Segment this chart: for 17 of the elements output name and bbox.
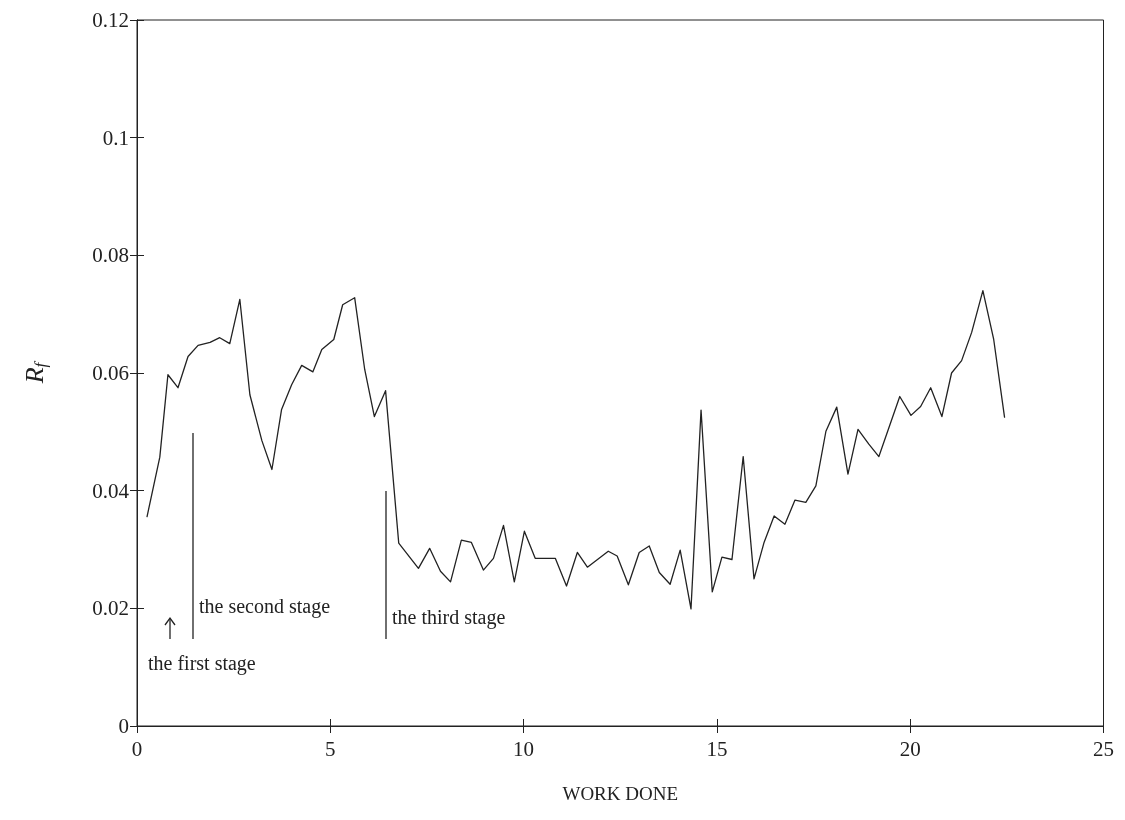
- x-tick-label: 10: [513, 736, 535, 761]
- annotation: the first stage: [148, 652, 256, 675]
- x-tick-label: 5: [325, 736, 336, 761]
- y-tick-label: 0: [118, 714, 129, 738]
- y-tick-label: 0.06: [92, 361, 129, 385]
- annotation: the second stage: [199, 595, 331, 618]
- x-axis-title: WORK DONE: [562, 783, 679, 804]
- annotation: the third stage: [392, 606, 506, 629]
- y-tick-label: 0.02: [92, 596, 129, 621]
- y-tick-label: 0.04: [92, 478, 130, 503]
- x-tick-label: 25: [1093, 736, 1114, 761]
- x-tick-label: 20: [899, 736, 921, 761]
- y-tick-label: 0.1: [102, 125, 129, 150]
- y-axis-title: Rf: [20, 360, 50, 385]
- y-tick-label: 0.08: [92, 243, 129, 268]
- y-tick-label: 0.12: [92, 8, 129, 32]
- x-tick-label: 15: [706, 736, 728, 761]
